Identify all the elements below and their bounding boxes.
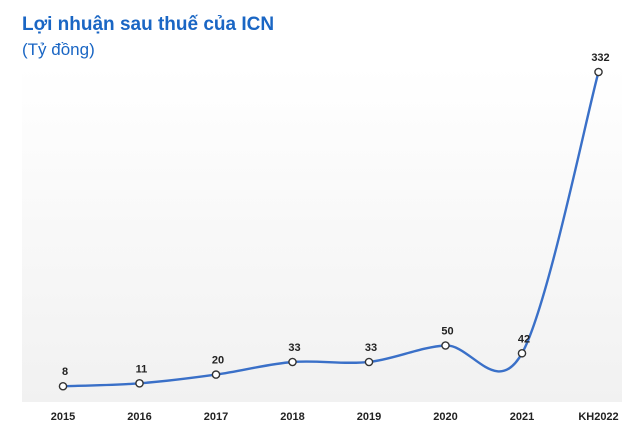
x-tick-label-2021: 2021 — [510, 411, 534, 423]
data-label-kh2022: 332 — [591, 52, 609, 64]
x-tick-label-kh2022: KH2022 — [578, 411, 618, 423]
data-point-2017 — [211, 370, 221, 379]
data-point-2020 — [441, 341, 450, 350]
data-point-2021 — [517, 348, 527, 358]
x-tick-label-2016: 2016 — [127, 411, 151, 423]
data-label-2020: 50 — [441, 326, 453, 338]
data-label-2015: 8 — [62, 366, 68, 378]
data-point-2019 — [364, 357, 374, 367]
x-tick-label-2020: 2020 — [433, 411, 457, 423]
data-label-2021: 42 — [518, 333, 530, 345]
x-tick-label-2019: 2019 — [357, 411, 381, 423]
data-point-2018 — [288, 357, 297, 367]
data-label-2018: 33 — [288, 342, 300, 354]
data-point-2015 — [58, 381, 68, 391]
data-point-2016 — [135, 379, 144, 388]
chart-title: Lợi nhuận sau thuế của ICN — [22, 14, 275, 35]
data-label-2017: 20 — [212, 355, 224, 367]
data-point-kh2022 — [594, 67, 603, 77]
data-label-2019: 33 — [365, 342, 377, 354]
x-tick-label-2018: 2018 — [280, 411, 304, 423]
x-tick-label-2015: 2015 — [51, 411, 75, 423]
chart-subtitle: (Tỷ đồng) — [22, 40, 95, 59]
x-tick-label-2017: 2017 — [204, 411, 228, 423]
data-label-2016: 11 — [136, 363, 148, 375]
plot-background — [22, 66, 622, 402]
